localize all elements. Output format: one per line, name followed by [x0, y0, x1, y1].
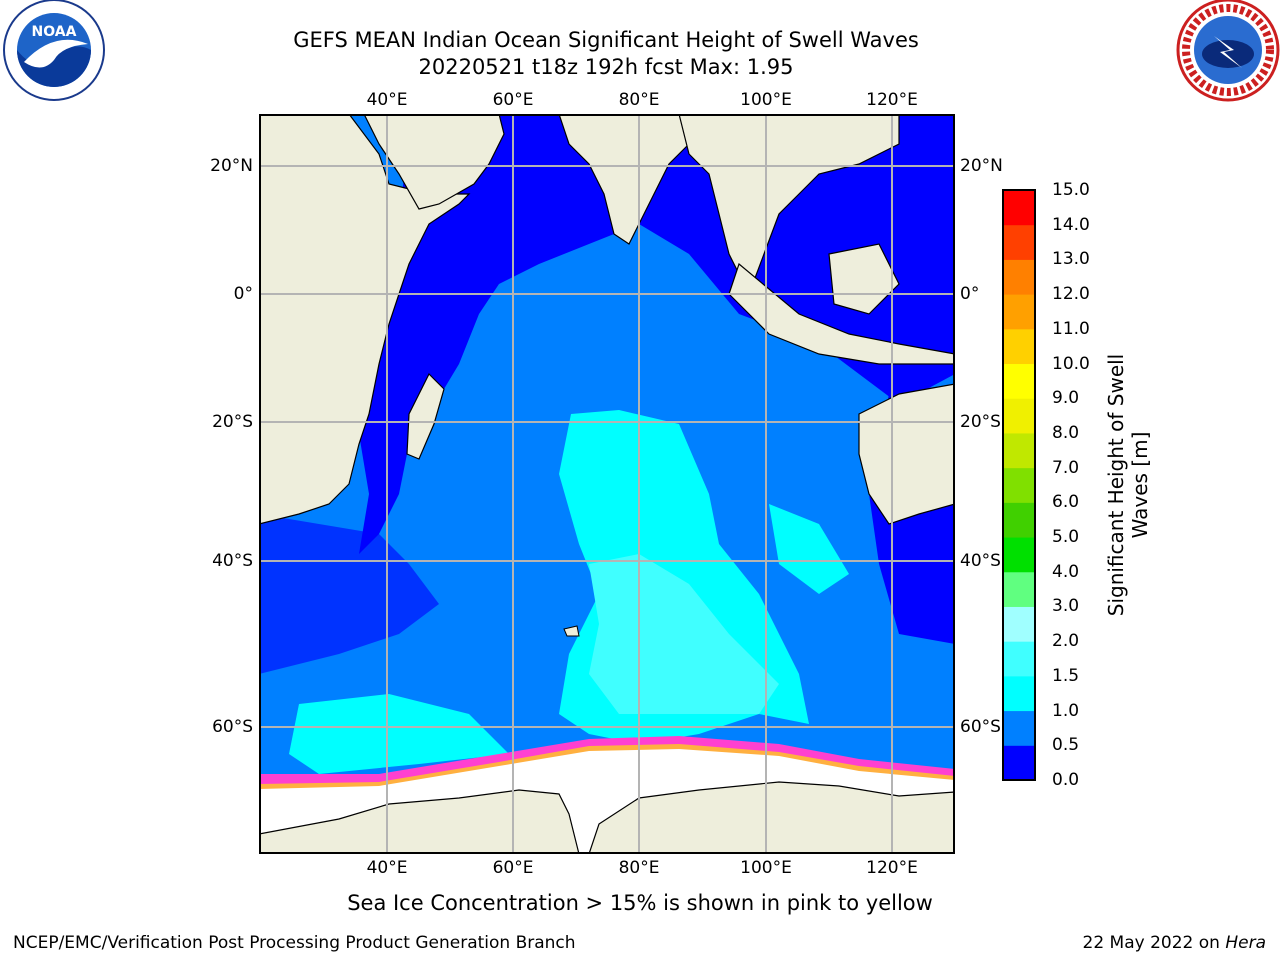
colorbar-tick-label: 3.0: [1052, 596, 1080, 617]
sea-ice-note: Sea Ice Concentration > 15% is shown in …: [347, 891, 933, 915]
lat-label-left-0: 0°: [233, 284, 253, 304]
footer-credit: NCEP/EMC/Verification Post Processing Pr…: [13, 933, 576, 953]
lon-label-bottom-80e: 80°E: [618, 858, 660, 878]
footer-date-text: 22 May 2022 on: [1082, 933, 1226, 953]
colorbar-segment: [1003, 675, 1035, 712]
colorbar-title: Significant Height of Swell Waves [m]: [1104, 354, 1152, 616]
colorbar-segment: [1003, 710, 1035, 746]
colorbar-segment: [1003, 328, 1035, 365]
colorbar-tick-label: 13.0: [1052, 249, 1090, 270]
colorbar-frame: [1002, 189, 1036, 781]
lat-label-right-0: 0°: [960, 284, 980, 304]
lat-label-right-20n: 20°N: [960, 156, 1003, 176]
graticule: [259, 114, 955, 854]
antarctica-land: [259, 781, 955, 854]
colorbar-segment: [1003, 571, 1035, 607]
island-land: [563, 625, 580, 637]
lat-label-right-20s: 20°S: [960, 412, 1001, 432]
colorbar-tick-label: 15.0: [1052, 180, 1090, 200]
noaa-logo-icon: NOAA: [3, 0, 105, 101]
colorbar-segment: [1003, 432, 1035, 469]
colorbar-tick-label: 4.0: [1052, 561, 1080, 582]
lat-label-right-40s: 40°S: [960, 551, 1001, 571]
colorbar-title-line1: Significant Height of Swell: [1104, 353, 1128, 617]
colorbar-tick-label: 2.0: [1052, 631, 1080, 652]
colorbar-tick-label: 5.0: [1052, 527, 1080, 548]
colorbar-tick-label: 9.0: [1052, 388, 1080, 409]
colorbar-segment: [1003, 398, 1035, 434]
colorbar-segment: [1003, 467, 1035, 503]
chart-subtitle: 20220521 t18z 192h fcst Max: 1.95: [418, 55, 794, 79]
colorbar-segment: [1003, 294, 1035, 330]
lat-label-right-60s: 60°S: [960, 717, 1001, 737]
swell-patch-se: [769, 504, 849, 594]
indonesia-land: [728, 262, 955, 365]
lon-label-top-100e: 100°E: [740, 90, 792, 110]
colorbar-segment: [1003, 502, 1035, 538]
footer-host: Hera: [1225, 933, 1266, 953]
lat-label-left-20s: 20°S: [212, 412, 253, 432]
swell-region-1.5-2m: [589, 554, 779, 714]
colorbar-segment: [1003, 537, 1035, 573]
colorbar: [1002, 189, 1036, 781]
colorbar-tick-label: 0.0: [1052, 770, 1080, 790]
colorbar-tick-label: 6.0: [1052, 492, 1080, 513]
colorbar-tick-label: 14.0: [1052, 214, 1090, 235]
colorbar-tick-label: 11.0: [1052, 318, 1090, 339]
swell-patch-sw: [289, 694, 509, 774]
colorbar-segment: [1003, 224, 1035, 260]
lon-label-bottom-120e: 120°E: [866, 858, 918, 878]
colorbar-segment: [1003, 745, 1035, 781]
colorbar-tick-label: 8.0: [1052, 422, 1080, 443]
map-panel: [259, 114, 955, 854]
colorbar-segment: [1003, 606, 1035, 642]
map-frame: [259, 114, 955, 854]
chart-title: GEFS MEAN Indian Ocean Significant Heigh…: [293, 28, 919, 52]
colorbar-tick-label: 7.0: [1052, 457, 1080, 478]
svg-text:NOAA: NOAA: [32, 24, 77, 40]
colorbar-tick-label: 1.5: [1052, 665, 1080, 686]
colorbar-segment: [1003, 259, 1035, 295]
lat-label-left-20n: 20°N: [210, 156, 253, 176]
low-swell-north: [359, 114, 955, 554]
madagascar-land: [406, 372, 445, 460]
colorbar-segment: [1003, 363, 1035, 399]
colorbar-title-line2: Waves [m]: [1128, 431, 1152, 539]
low-swell-west: [259, 514, 439, 674]
lon-label-bottom-40e: 40°E: [366, 858, 408, 878]
lon-label-top-120e: 120°E: [866, 90, 918, 110]
lon-label-top-80e: 80°E: [618, 90, 660, 110]
lon-label-top-60e: 60°E: [492, 90, 534, 110]
colorbar-segment: [1003, 641, 1035, 677]
lon-label-bottom-60e: 60°E: [492, 858, 534, 878]
lat-label-left-40s: 40°S: [212, 551, 253, 571]
australia-land: [858, 383, 955, 525]
colorbar-tick-label: 1.0: [1052, 700, 1080, 721]
lon-label-top-40e: 40°E: [366, 90, 408, 110]
footer-date: 22 May 2022 on Hera: [1083, 933, 1267, 953]
colorbar-tick-label: 12.0: [1052, 284, 1090, 305]
nws-logo-icon: [1176, 0, 1280, 102]
borneo-land: [828, 243, 900, 315]
colorbar-tick-label: 0.5: [1052, 735, 1080, 756]
colorbar-segment: [1003, 190, 1035, 226]
lon-label-bottom-100e: 100°E: [740, 858, 792, 878]
colorbar-tick-label: 10.0: [1052, 353, 1090, 374]
lat-label-left-60s: 60°S: [212, 717, 253, 737]
arabia-land: [363, 114, 505, 210]
